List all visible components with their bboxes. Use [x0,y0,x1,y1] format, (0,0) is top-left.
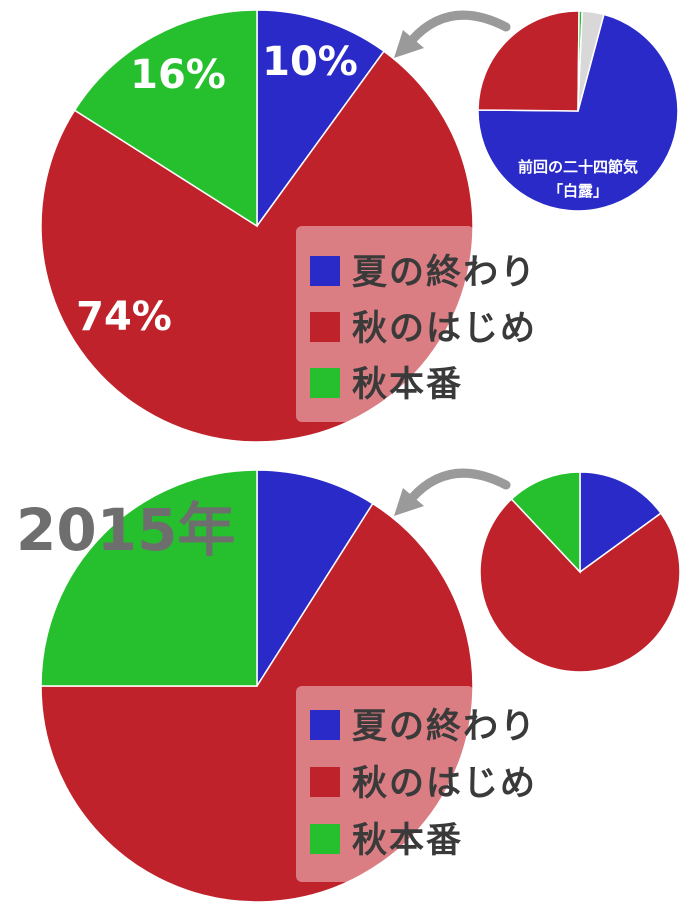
bottom-legend-label-autumn-start: 秋のはじめ [352,764,537,804]
bottom-inset-slice-summer-end [579,471,662,574]
top-inset-slice-summer-end [477,13,679,212]
top-inset-pie [477,10,679,212]
bottom-legend-label-summer-end: 夏の終わり [352,707,537,747]
bottom-inset-slice-autumn-start [479,498,681,673]
inset-caption-line1: 前回の二十四節気 [518,158,638,176]
bottom-curved-arrow [394,468,511,516]
bottom-main-slice-autumn-full [40,469,258,687]
bottom-arrow-head [394,488,424,516]
bottom-main-slice-summer-end [256,469,374,689]
bottom-inset-slice-autumn-full [510,471,581,574]
top-inset-slice-other [577,10,605,112]
top-label-autumn-start: 74% [76,294,172,340]
top-legend-swatch-autumn-start [310,312,340,342]
bottom-legend-swatch-autumn-start [310,767,340,797]
top-label-summer-end: 10% [262,39,358,85]
top-legend-label-autumn-full: 秋本番 [352,365,463,405]
top-main-pie [40,9,474,443]
top-arrow-shaft [407,10,511,45]
bottom-legend-swatch-summer-end [310,710,340,740]
top-arrow-head [394,30,424,58]
bottom-main-pie [40,469,474,903]
bottom-legend-swatch-autumn-full [310,824,340,854]
top-curved-arrow [394,10,511,58]
top-legend-label-summer-end: 夏の終わり [352,253,537,293]
top-legend-swatch-autumn-full [310,368,340,398]
bottom-arrow-shaft [407,468,511,503]
top-main-slice-autumn-start [40,50,474,443]
bottom-legend-panel [296,686,474,882]
top-legend: 夏の終わり 秋のはじめ 秋本番 [296,226,537,422]
top-legend-swatch-summer-end [310,256,340,286]
bottom-inset-pie [479,471,681,673]
bottom-legend-label-autumn-full: 秋本番 [352,821,463,861]
bottom-legend: 夏の終わり 秋のはじめ 秋本番 [296,686,537,882]
bottom-main-slice-autumn-start [40,502,474,903]
inset-caption-line2: 「白露」 [548,182,608,200]
top-inset-slice-autumn-start [477,10,580,112]
top-legend-label-autumn-start: 秋のはじめ [352,309,537,349]
top-main-slice-autumn-full [73,9,258,228]
top-legend-panel [296,226,474,422]
top-label-autumn-full: 16% [130,52,226,98]
year-label: 2015年 [16,496,235,564]
top-main-slice-summer-end [256,9,386,229]
